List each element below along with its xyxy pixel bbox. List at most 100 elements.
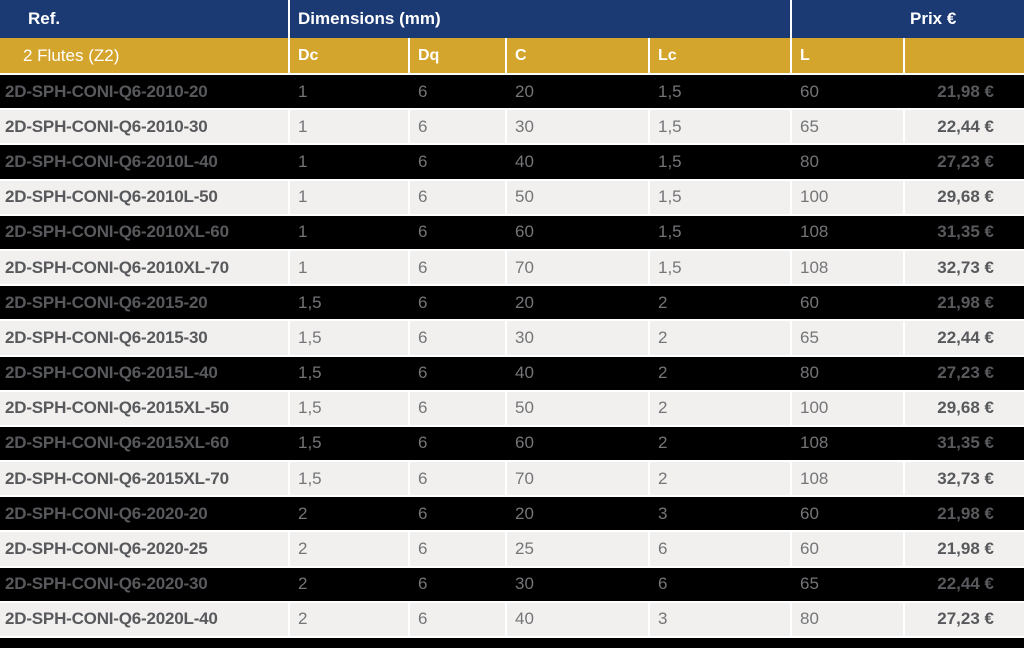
cell-dq: 6 bbox=[418, 151, 428, 171]
cell-dq: 6 bbox=[408, 321, 505, 355]
cell-c: 50 bbox=[505, 180, 648, 214]
cell-lc: 1,5 bbox=[648, 250, 790, 285]
cell-dq: 6 bbox=[418, 222, 428, 242]
cell-c: 40 bbox=[515, 363, 534, 383]
cell-ref: 2D-SPH-CONI-Q6-2015-20 bbox=[5, 292, 208, 312]
cell-dq: 6 bbox=[408, 391, 505, 425]
cell-dc: 1 bbox=[288, 250, 408, 285]
cell-price: 21,98 € bbox=[937, 81, 994, 101]
cell-c: 50 bbox=[505, 391, 648, 425]
cell-dq: 6 bbox=[418, 363, 428, 383]
cell-lc: 1,5 bbox=[658, 81, 682, 101]
table-row: 2D-SPH-CONI-Q6-2020L-40 2 6 40 3 80 27,2… bbox=[0, 602, 1024, 636]
subheader-c: C bbox=[505, 38, 648, 73]
cell-ref: 2D-SPH-CONI-Q6-2020L-40 bbox=[5, 609, 218, 629]
cell-lc: 2 bbox=[648, 391, 790, 425]
header-dimensions: Dimensions (mm) bbox=[288, 0, 790, 38]
table-subheader-row: 2 Flutes (Z2) Dc Dq C Lc L bbox=[0, 38, 1024, 73]
cell-ref: 2D-SPH-CONI-Q6-2010L-40 bbox=[5, 151, 218, 171]
cell-dc: 1 bbox=[298, 222, 308, 242]
cell-ref: 2D-SPH-CONI-Q6-2015XL-70 bbox=[5, 468, 229, 488]
cell-price: 22,44 € bbox=[903, 321, 1024, 355]
cell-ref: 2D-SPH-CONI-Q6-2015XL-50 bbox=[5, 398, 229, 418]
cell-ref: 2D-SPH-CONI-Q6-2020-30 bbox=[5, 574, 208, 594]
cell-l: 108 bbox=[800, 433, 829, 453]
cell-c: 40 bbox=[505, 602, 648, 636]
cell-dc: 1 bbox=[288, 110, 408, 144]
table-row: 2D-SPH-CONI-Q6-2010XL-70 1 6 70 1,5 108 … bbox=[0, 250, 1024, 285]
cell-lc: 1,5 bbox=[648, 110, 790, 144]
cell-c: 30 bbox=[505, 110, 648, 144]
subheader-flutes: 2 Flutes (Z2) bbox=[23, 45, 120, 65]
cell-dq: 6 bbox=[418, 81, 428, 101]
cell-price: 32,73 € bbox=[903, 462, 1024, 496]
cell-c: 60 bbox=[515, 222, 534, 242]
cell-ref: 2D-SPH-CONI-Q6-2015L-40 bbox=[5, 363, 218, 383]
subheader-l: L bbox=[790, 38, 903, 73]
cell-c: 40 bbox=[515, 151, 534, 171]
cell-lc: 2 bbox=[648, 321, 790, 355]
cell-price: 22,44 € bbox=[937, 574, 994, 594]
cell-c: 70 bbox=[505, 462, 648, 496]
cell-dc: 1 bbox=[288, 180, 408, 214]
cell-dq: 6 bbox=[408, 110, 505, 144]
cell-c: 30 bbox=[505, 321, 648, 355]
cell-dq: 6 bbox=[408, 602, 505, 636]
cell-ref: 2D-SPH-CONI-Q6-2015XL-60 bbox=[5, 433, 229, 453]
cell-lc: 2 bbox=[658, 292, 668, 312]
table-row: 2D-SPH-CONI-Q6-2020-20 2 6 20 3 60 21,98… bbox=[0, 495, 1024, 533]
cell-ref: 2D-SPH-CONI-Q6-2010L-50 bbox=[5, 187, 218, 207]
table-row: 2D-SPH-CONI-Q6-2015XL-60 1,5 6 60 2 108 … bbox=[0, 424, 1024, 463]
cell-lc: 1,5 bbox=[658, 151, 682, 171]
cell-price: 22,44 € bbox=[903, 110, 1024, 144]
cell-dc: 2 bbox=[298, 503, 308, 523]
cell-c: 30 bbox=[515, 574, 534, 594]
cell-dc: 1 bbox=[298, 151, 308, 171]
cell-price: 21,98 € bbox=[937, 292, 994, 312]
cell-l: 65 bbox=[800, 574, 819, 594]
cell-c: 25 bbox=[505, 532, 648, 566]
cell-dc: 2 bbox=[288, 532, 408, 566]
subheader-price-empty bbox=[903, 38, 1024, 73]
cell-c: 20 bbox=[515, 81, 534, 101]
subheader-dc: Dc bbox=[288, 38, 408, 73]
cell-lc: 1,5 bbox=[658, 222, 682, 242]
cell-dq: 6 bbox=[408, 180, 505, 214]
table-body: 2D-SPH-CONI-Q6-2010-20 1 6 20 1,5 60 21,… bbox=[0, 73, 1024, 636]
cell-l: 108 bbox=[790, 250, 903, 285]
cell-l: 65 bbox=[790, 321, 903, 355]
cell-price: 27,23 € bbox=[903, 602, 1024, 636]
cell-lc: 1,5 bbox=[648, 180, 790, 214]
cell-ref: 2D-SPH-CONI-Q6-2010XL-60 bbox=[5, 222, 229, 242]
table-row: 2D-SPH-CONI-Q6-2010L-40 1 6 40 1,5 80 27… bbox=[0, 143, 1024, 181]
table-row: 2D-SPH-CONI-Q6-2020-25 2 6 25 6 60 21,98… bbox=[0, 532, 1024, 566]
cell-l: 108 bbox=[800, 222, 829, 242]
cell-l: 60 bbox=[800, 292, 819, 312]
cell-c: 20 bbox=[515, 292, 534, 312]
cell-dc: 1,5 bbox=[298, 292, 322, 312]
cell-ref: 2D-SPH-CONI-Q6-2015-30 bbox=[5, 327, 208, 347]
cell-dc: 1,5 bbox=[288, 391, 408, 425]
cell-ref: 2D-SPH-CONI-Q6-2010XL-70 bbox=[5, 257, 229, 277]
table-bottom-strip bbox=[0, 636, 1024, 648]
cell-dc: 2 bbox=[298, 574, 308, 594]
cell-lc: 2 bbox=[648, 462, 790, 496]
cell-dc: 1,5 bbox=[288, 321, 408, 355]
table-row: 2D-SPH-CONI-Q6-2015-30 1,5 6 30 2 65 22,… bbox=[0, 321, 1024, 355]
cell-dq: 6 bbox=[418, 503, 428, 523]
cell-lc: 2 bbox=[658, 433, 668, 453]
table-row: 2D-SPH-CONI-Q6-2015-20 1,5 6 20 2 60 21,… bbox=[0, 284, 1024, 322]
cell-price: 31,35 € bbox=[937, 433, 994, 453]
cell-ref: 2D-SPH-CONI-Q6-2020-25 bbox=[5, 539, 208, 559]
table-header-row: Ref. Dimensions (mm) Prix € bbox=[0, 0, 1024, 38]
cell-dc: 1 bbox=[298, 81, 308, 101]
cell-dc: 1,5 bbox=[288, 462, 408, 496]
cell-price: 31,35 € bbox=[937, 222, 994, 242]
cell-dq: 6 bbox=[408, 462, 505, 496]
cell-price: 21,98 € bbox=[903, 532, 1024, 566]
table-row: 2D-SPH-CONI-Q6-2015XL-50 1,5 6 50 2 100 … bbox=[0, 391, 1024, 425]
cell-c: 20 bbox=[515, 503, 534, 523]
table-row: 2D-SPH-CONI-Q6-2015XL-70 1,5 6 70 2 108 … bbox=[0, 462, 1024, 496]
cell-l: 80 bbox=[790, 602, 903, 636]
